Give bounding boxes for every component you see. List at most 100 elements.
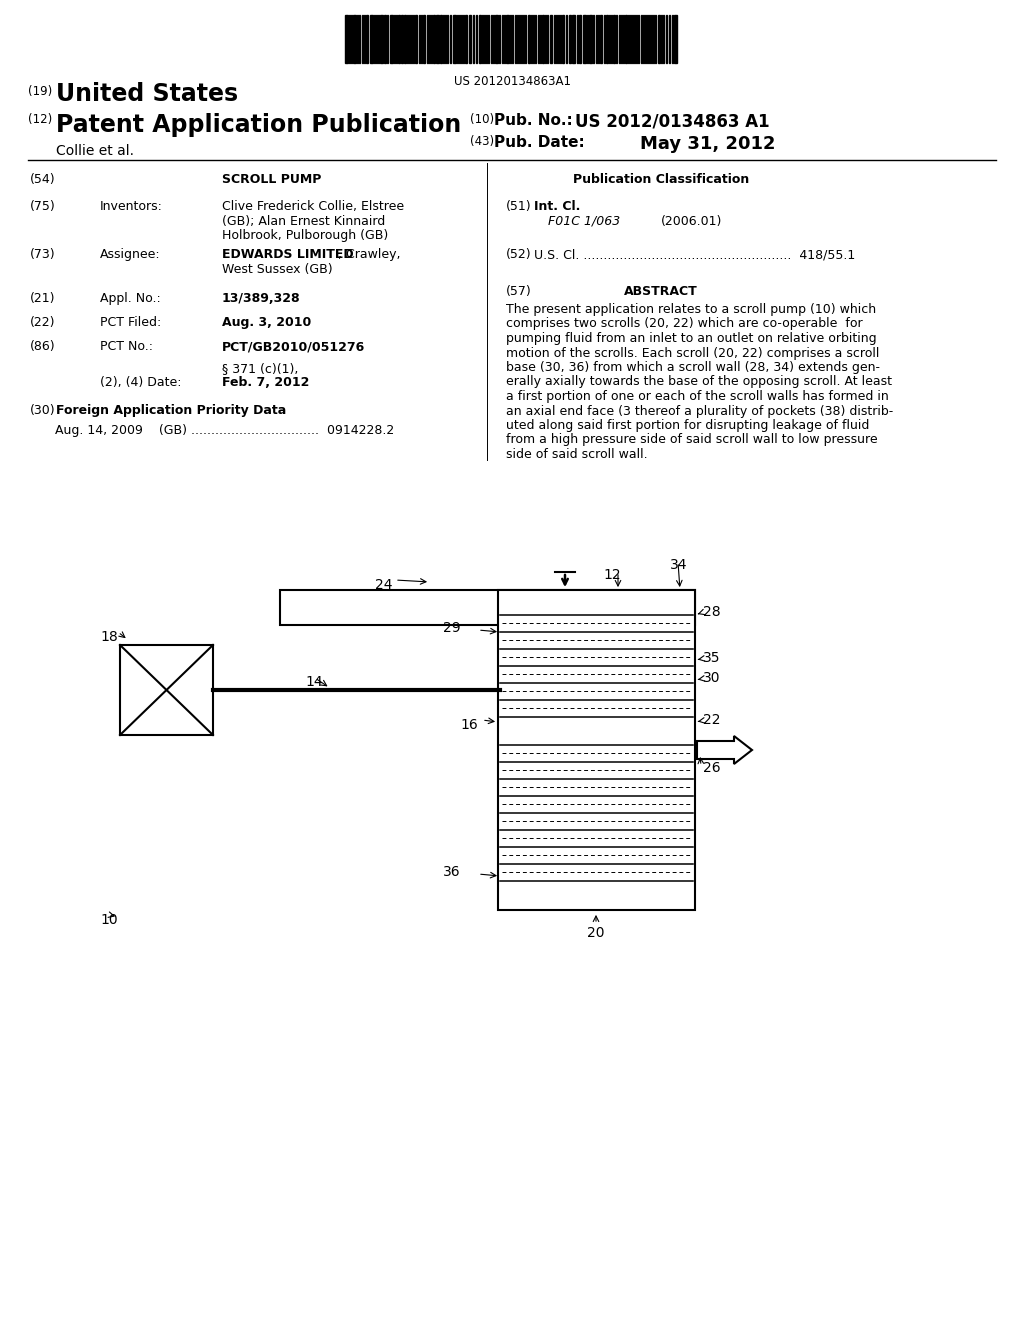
Text: F01C 1/063: F01C 1/063 (548, 215, 621, 228)
Text: 10: 10 (100, 913, 118, 927)
Text: US 20120134863A1: US 20120134863A1 (454, 75, 570, 88)
Bar (345, 15, 348, 63)
Bar (280, 590, 695, 624)
Bar (440, 15, 442, 63)
Bar (465, 15, 467, 63)
Text: comprises two scrolls (20, 22) which are co-operable  for: comprises two scrolls (20, 22) which are… (506, 318, 862, 330)
Text: Appl. No.:: Appl. No.: (100, 292, 161, 305)
Text: , Crawley,: , Crawley, (338, 248, 400, 261)
Text: 26: 26 (703, 762, 721, 775)
Text: ABSTRACT: ABSTRACT (624, 285, 698, 298)
Text: pumping fluid from an inlet to an outlet on relative orbiting: pumping fluid from an inlet to an outlet… (506, 333, 877, 345)
Bar (479, 15, 481, 63)
Text: (21): (21) (30, 292, 55, 305)
Text: 13/389,328: 13/389,328 (222, 292, 301, 305)
Text: May 31, 2012: May 31, 2012 (640, 135, 775, 153)
Text: EDWARDS LIMITED: EDWARDS LIMITED (222, 248, 353, 261)
Text: (22): (22) (30, 315, 55, 329)
Bar (613, 15, 615, 63)
Text: Aug. 14, 2009    (GB) ................................  0914228.2: Aug. 14, 2009 (GB) .....................… (55, 424, 394, 437)
Bar (380, 15, 383, 63)
Bar (401, 15, 403, 63)
Text: (51): (51) (506, 201, 531, 213)
Bar (528, 15, 530, 63)
Text: (10): (10) (470, 114, 495, 125)
Bar (589, 15, 592, 63)
Bar (569, 15, 571, 63)
Text: 14: 14 (305, 675, 323, 689)
Text: (73): (73) (30, 248, 55, 261)
Text: Clive Frederick Collie, Elstree: Clive Frederick Collie, Elstree (222, 201, 404, 213)
Text: Collie et al.: Collie et al. (56, 144, 134, 158)
Text: base (30, 36) from which a scroll wall (28, 34) extends gen-: base (30, 36) from which a scroll wall (… (506, 360, 880, 374)
Text: Pub. No.:: Pub. No.: (494, 114, 572, 128)
Bar (625, 15, 627, 63)
Text: Patent Application Publication: Patent Application Publication (56, 114, 461, 137)
Bar (404, 15, 406, 63)
Text: 16: 16 (460, 718, 478, 733)
Text: U.S. Cl. ....................................................  418/55.1: U.S. Cl. ...............................… (534, 248, 855, 261)
Bar (120, 645, 213, 735)
Text: PCT/GB2010/051276: PCT/GB2010/051276 (222, 341, 366, 352)
Bar (658, 15, 660, 63)
Text: Holbrook, Pulborough (GB): Holbrook, Pulborough (GB) (222, 228, 388, 242)
Bar (453, 15, 456, 63)
Bar (366, 15, 368, 63)
Text: PCT No.:: PCT No.: (100, 341, 153, 352)
Text: 30: 30 (703, 671, 721, 685)
Text: SCROLL PUMP: SCROLL PUMP (222, 173, 322, 186)
Text: PCT Filed:: PCT Filed: (100, 315, 161, 329)
Text: (2006.01): (2006.01) (662, 215, 722, 228)
Text: (2), (4) Date:: (2), (4) Date: (100, 376, 181, 389)
Bar (353, 15, 356, 63)
Text: 24: 24 (375, 578, 392, 591)
Bar (562, 15, 564, 63)
Text: 35: 35 (703, 651, 721, 665)
Text: Assignee:: Assignee: (100, 248, 161, 261)
Text: (57): (57) (506, 285, 531, 298)
Text: (30): (30) (30, 404, 55, 417)
Text: 22: 22 (703, 713, 721, 727)
Bar (495, 15, 498, 63)
Text: from a high pressure side of said scroll wall to low pressure: from a high pressure side of said scroll… (506, 433, 878, 446)
Bar (572, 15, 575, 63)
Bar (583, 15, 586, 63)
Bar (370, 15, 373, 63)
Bar (384, 15, 386, 63)
Text: (19): (19) (28, 84, 52, 98)
Text: Inventors:: Inventors: (100, 201, 163, 213)
Text: a first portion of one or each of the scroll walls has formed in: a first portion of one or each of the sc… (506, 389, 889, 403)
Bar (469, 15, 471, 63)
Bar (579, 15, 581, 63)
Text: motion of the scrolls. Each scroll (20, 22) comprises a scroll: motion of the scrolls. Each scroll (20, … (506, 346, 880, 359)
Text: 12: 12 (603, 568, 621, 582)
Bar (433, 15, 435, 63)
Bar (506, 15, 509, 63)
Text: side of said scroll wall.: side of said scroll wall. (506, 447, 647, 461)
FancyArrow shape (697, 737, 752, 764)
Text: (43): (43) (470, 135, 495, 148)
Bar (606, 15, 608, 63)
Bar (415, 15, 417, 63)
Text: Publication Classification: Publication Classification (572, 173, 750, 186)
Text: § 371 (c)(1),: § 371 (c)(1), (222, 362, 298, 375)
Text: (52): (52) (506, 248, 531, 261)
Text: 36: 36 (443, 865, 461, 879)
Text: 29: 29 (443, 620, 461, 635)
Text: (86): (86) (30, 341, 55, 352)
Text: Aug. 3, 2010: Aug. 3, 2010 (222, 315, 311, 329)
Bar (498, 590, 695, 909)
Text: US 2012/0134863 A1: US 2012/0134863 A1 (575, 114, 770, 131)
Bar (436, 15, 439, 63)
Text: 20: 20 (587, 927, 605, 940)
Text: (GB); Alan Ernest Kinnaird: (GB); Alan Ernest Kinnaird (222, 214, 385, 227)
Text: United States: United States (56, 82, 239, 106)
Text: (54): (54) (30, 173, 55, 186)
Bar (542, 15, 544, 63)
Text: Feb. 7, 2012: Feb. 7, 2012 (222, 376, 309, 389)
Bar (550, 15, 552, 63)
Bar (390, 15, 393, 63)
Text: Foreign Application Priority Data: Foreign Application Priority Data (56, 404, 286, 417)
Text: The present application relates to a scroll pump (10) which: The present application relates to a scr… (506, 304, 877, 315)
Text: 18: 18 (100, 630, 118, 644)
